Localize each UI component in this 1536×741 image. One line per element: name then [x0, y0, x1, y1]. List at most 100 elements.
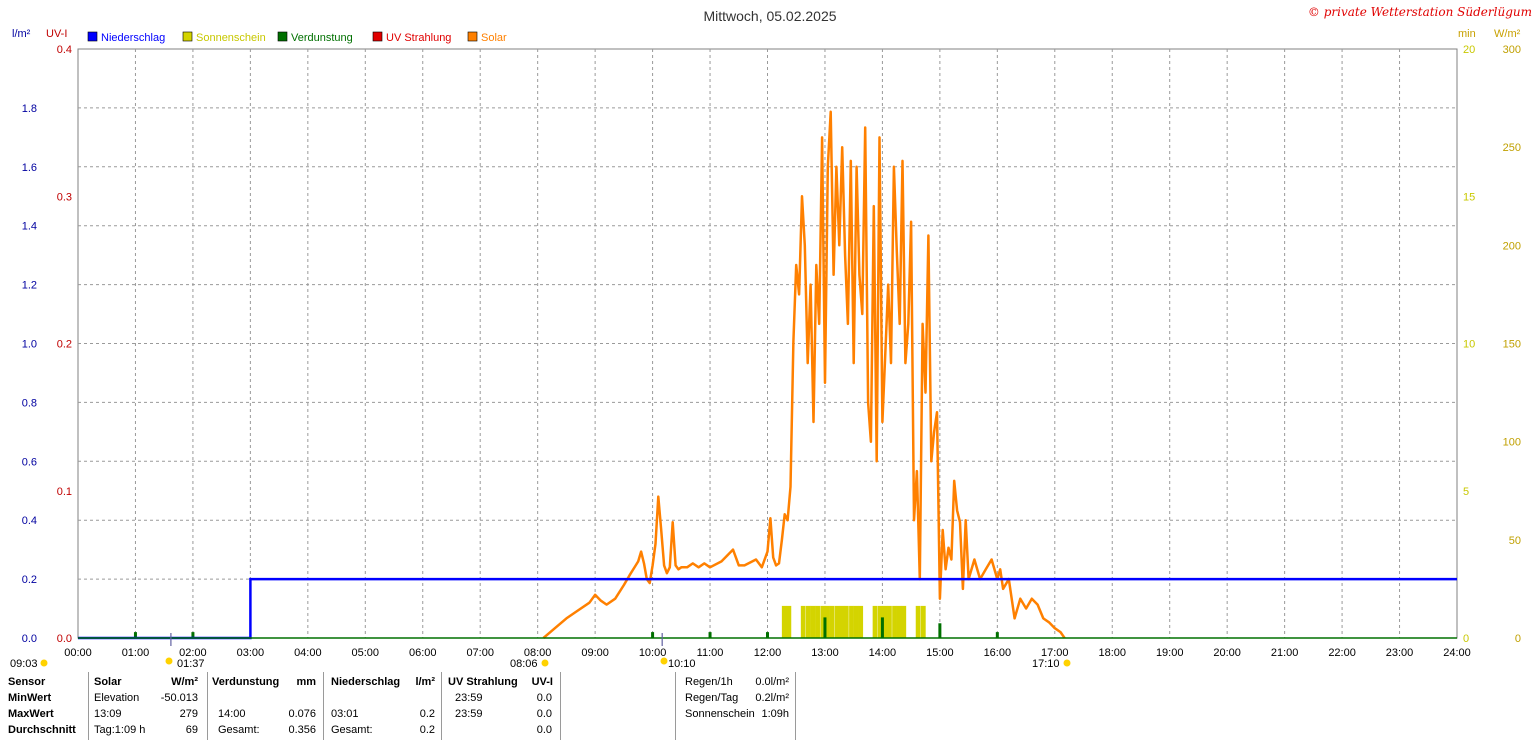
- x-tick-label: 02:00: [179, 647, 207, 659]
- precip-tick-label: 0.8: [22, 397, 37, 409]
- sunshine-bar: [805, 605, 811, 638]
- sunshine-bar: [843, 605, 849, 638]
- time-marker-dot: [541, 659, 549, 667]
- x-tick-label: 09:00: [581, 647, 609, 659]
- right-unit-solar: W/m²: [1494, 28, 1521, 40]
- sunshine-bar: [824, 605, 830, 638]
- uv-tick-label: 0.2: [57, 339, 72, 351]
- x-tick-label: 00:00: [64, 647, 92, 659]
- solar-tick-label: 150: [1503, 339, 1521, 351]
- x-tick-label: 19:00: [1156, 647, 1184, 659]
- left-unit-uv: UV-I: [46, 28, 67, 40]
- sunshine-tick-label: 0: [1463, 633, 1469, 645]
- sunshine-bar: [877, 605, 883, 638]
- precip-tick-label: 1.0: [22, 339, 37, 351]
- verdunstung-spike: [191, 632, 195, 638]
- x-tick-label: 03:00: [237, 647, 265, 659]
- sunshine-bar: [887, 605, 892, 638]
- sunshine-bar: [834, 605, 840, 638]
- verdunstung-spike: [651, 632, 655, 638]
- precip-tick-label: 1.6: [22, 162, 37, 174]
- sunshine-bar: [839, 605, 845, 638]
- legend-swatch: [182, 31, 193, 42]
- verdunstung-spike: [708, 632, 712, 638]
- sunshine-bar: [882, 605, 888, 638]
- precip-tick-label: 1.2: [22, 280, 37, 292]
- verdunstung-spike: [133, 632, 137, 638]
- x-tick-label: 20:00: [1213, 647, 1241, 659]
- uv-tick-label: 0.0: [57, 633, 72, 645]
- x-tick-label: 15:00: [926, 647, 954, 659]
- verdunstung-spike: [995, 632, 999, 638]
- legend-label: Sonnenschein: [196, 32, 266, 44]
- x-tick-label: 08:00: [524, 647, 552, 659]
- x-tick-label: 18:00: [1098, 647, 1126, 659]
- solar-tick-label: 300: [1503, 44, 1521, 56]
- precip-tick-label: 0.2: [22, 574, 37, 586]
- sunshine-tick-label: 5: [1463, 486, 1469, 498]
- copyright-text: © private Wetterstation Süderlügum: [1308, 5, 1532, 19]
- uv-tick-label: 0.1: [57, 486, 72, 498]
- verdunstung-spike: [938, 623, 942, 638]
- left-unit-precip: l/m²: [12, 28, 31, 40]
- sunshine-bar: [858, 605, 864, 638]
- precip-tick-label: 0.6: [22, 456, 37, 468]
- verdunstung-spike: [823, 617, 827, 638]
- legend-label: Verdunstung: [291, 32, 353, 44]
- time-marker-label: 01:37: [177, 658, 205, 670]
- verdunstung-spike: [880, 617, 884, 638]
- time-marker-dot: [165, 657, 173, 665]
- legend-label: Solar: [481, 32, 507, 44]
- solar-line: [542, 110, 1066, 639]
- time-marker-dot: [40, 659, 48, 667]
- legend-swatch: [277, 31, 288, 42]
- x-tick-label: 04:00: [294, 647, 322, 659]
- sunshine-tick-label: 20: [1463, 44, 1475, 56]
- sunshine-bar: [872, 605, 878, 638]
- legend-label: Niederschlag: [101, 32, 165, 44]
- chart-axes: 00:00 01:00 02:00 03:00 04:00 05:00 06:00 07:00…: [22, 44, 1521, 659]
- right-unit-min: min: [1458, 28, 1476, 40]
- precip-tick-label: 1.4: [22, 221, 37, 233]
- x-tick-label: 05:00: [352, 647, 380, 659]
- sunshine-bar: [892, 605, 897, 638]
- time-marker-dot: [660, 657, 668, 665]
- sunshine-bar: [810, 605, 816, 638]
- sunshine-bar: [853, 605, 859, 638]
- legend-swatch: [87, 31, 98, 42]
- precip-tick-label: 0.0: [22, 633, 37, 645]
- solar-tick-label: 0: [1515, 633, 1521, 645]
- x-tick-label: 23:00: [1386, 647, 1414, 659]
- x-tick-label: 06:00: [409, 647, 437, 659]
- chart-title: Mittwoch, 05.02.2025: [703, 8, 836, 24]
- legend-swatch: [372, 31, 383, 42]
- sunshine-bar: [896, 605, 902, 638]
- sunshine-tick-label: 10: [1463, 339, 1475, 351]
- sunshine-bar: [800, 605, 806, 638]
- time-marker-label: 17:10: [1032, 658, 1060, 670]
- x-tick-label: 24:00: [1443, 647, 1471, 659]
- time-marker-label: 09:03: [10, 658, 38, 670]
- x-tick-label: 10:00: [639, 647, 667, 659]
- sunshine-bar: [815, 605, 820, 638]
- x-tick-label: 13:00: [811, 647, 839, 659]
- x-tick-label: 01:00: [122, 647, 150, 659]
- legend-swatch: [467, 31, 478, 42]
- sunshine-tick-label: 15: [1463, 191, 1475, 203]
- solar-tick-label: 100: [1503, 437, 1521, 449]
- precip-tick-label: 0.4: [22, 515, 37, 527]
- sunshine-bar: [901, 605, 907, 638]
- x-tick-label: 16:00: [984, 647, 1012, 659]
- sunshine-bar: [915, 605, 921, 638]
- chart-markers: 09:03 01:37 08:06 10:10 17:10: [10, 633, 1071, 670]
- solar-tick-label: 250: [1503, 142, 1521, 154]
- x-tick-label: 11:00: [697, 647, 724, 659]
- verdunstung-spike: [766, 632, 769, 638]
- x-tick-label: 22:00: [1328, 647, 1356, 659]
- x-tick-label: 14:00: [869, 647, 897, 659]
- sunshine-bar: [820, 605, 826, 638]
- x-tick-label: 07:00: [466, 647, 494, 659]
- legend: Niederschlag Sonnenschein Verdunstung UV St…: [87, 31, 507, 44]
- solar-tick-label: 200: [1503, 240, 1521, 252]
